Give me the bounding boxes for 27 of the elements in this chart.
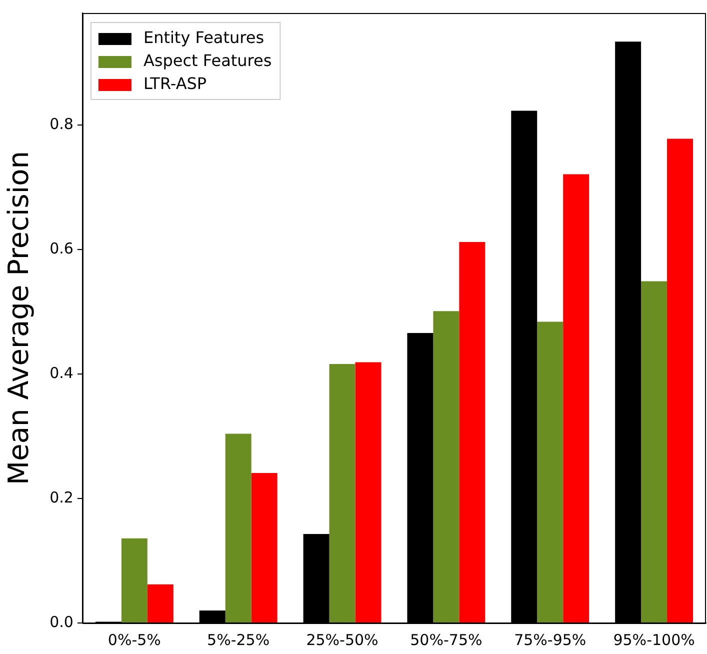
y-tick-label: 0.8: [50, 114, 74, 133]
legend-label: Aspect Features: [143, 51, 272, 70]
bar: [667, 138, 694, 622]
x-tick-label: 25%-50%: [306, 630, 378, 649]
bar: [225, 434, 252, 622]
x-tick-label: 5%-25%: [207, 630, 270, 649]
y-tick-label: 0.6: [50, 239, 74, 258]
legend-label: LTR-ASP: [143, 74, 207, 94]
bar: [537, 322, 564, 622]
x-tick-label: 95%-100%: [613, 630, 695, 649]
bar: [121, 538, 148, 622]
bar: [251, 472, 278, 622]
y-tick-label: 0.2: [50, 488, 74, 506]
legend-label: Entity Features: [143, 28, 264, 48]
bar: [459, 242, 486, 622]
y-axis-title: Mean Average Precision: [2, 150, 36, 486]
y-tick-label: 0.4: [50, 364, 74, 382]
bar: [641, 281, 668, 622]
bar: [147, 584, 174, 622]
x-tick-label: 0%-5%: [108, 630, 161, 649]
bar: [329, 364, 356, 622]
bar: [355, 362, 382, 622]
bar: [433, 311, 460, 622]
x-tick-label: 50%-75%: [410, 630, 482, 649]
bar: [563, 174, 590, 622]
x-tick-label: 75%-95%: [514, 630, 586, 649]
y-tick-label: 0.0: [50, 612, 74, 631]
